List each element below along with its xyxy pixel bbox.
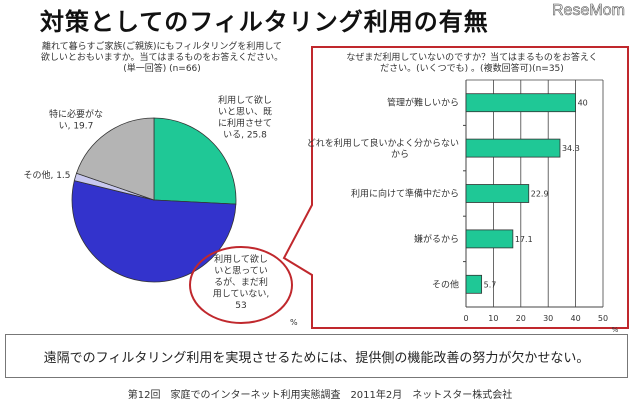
callout-box [282, 46, 629, 329]
pie-chart-title: 離れて暮らすご家族(ご親族)にもフィルタリングを利用して欲しいとおもいますか。当… [41, 40, 283, 74]
pie-unit-label: % [290, 318, 298, 327]
x-tick-label: 20 [516, 314, 526, 323]
pie-label-0: いる, 25.8 [223, 130, 267, 141]
highlight-ellipse [189, 246, 293, 324]
pie-label-1: 利用して欲し [214, 253, 268, 265]
bar-2 [465, 184, 530, 203]
category-label: 管理が難しいから [387, 97, 459, 109]
pie-title-line: 離れて暮らすご家族(ご親族)にもフィルタリングを利用して [42, 40, 282, 52]
pie-label-1: いと思ってい [214, 266, 268, 277]
x-tick-label: 10 [488, 314, 498, 323]
pie-label-3: い, 19.7 [59, 122, 94, 132]
category-label: から [391, 149, 409, 160]
bar-value-label: 5.7 [484, 280, 497, 289]
conclusion-text: 遠隔でのフィルタリング利用を実現させるためには、提供側の機能改善の努力が欠かせな… [43, 350, 590, 366]
resemom-logo: ReseMom [552, 2, 626, 20]
bar-value-label: 40 [578, 99, 588, 108]
bar-chart-title: なぜまだ利用していないのですか？当てはまるものをお答えください。(いくつでも) … [346, 51, 597, 74]
category-label: 利用に向けて準備中だから [351, 188, 459, 200]
bar-value-label: 22.9 [531, 190, 549, 199]
pie-label-1: 53 [235, 301, 246, 311]
pie-label-1: るが、まだ利 [214, 276, 268, 288]
page-title: 対策としてのフィルタリング利用の有無 [40, 8, 489, 36]
pie-label-0: に利用させて [218, 117, 272, 129]
x-tick-label: 50 [598, 314, 608, 323]
category-label: どれを利用して良いかよく分からない [307, 137, 459, 149]
x-tick-label: 0 [463, 314, 468, 323]
pie-slice-3 [75, 117, 155, 201]
pie-title-line: 欲しいとおもいますか。当てはまるものをお答えください。 [41, 51, 283, 63]
bar-value-label: 34.3 [562, 144, 580, 153]
category-label: 嫌がるから [414, 233, 459, 245]
bar-title-line: ださい。(いくつでも) 。(複数回答可)(n=35) [380, 62, 564, 74]
pie-label-0: 利用して欲し [218, 94, 272, 106]
bar-title-line: なぜまだ利用していないのですか？当てはまるものをお答えく [346, 51, 597, 63]
pie-slice-1 [71, 180, 237, 283]
bar-0 [465, 93, 576, 113]
pie-slice-0 [153, 117, 237, 205]
bar-4 [465, 274, 483, 294]
x-tick-label: 40 [571, 314, 581, 323]
bar-chart: 0 10 20 30 40 50 40 管理が難しいから 34.3 どれを利用して良いかよく分から… [307, 79, 619, 334]
pie-label-1: 用していない, [213, 289, 270, 300]
category-label: その他 [432, 278, 459, 290]
bar-1 [465, 138, 561, 158]
x-tick-label: 30 [543, 314, 553, 323]
conclusion-box: 遠隔でのフィルタリング利用を実現させるためには、提供側の機能改善の努力が欠かせな… [5, 334, 628, 378]
pie-chart [71, 117, 237, 283]
pie-label-3: 特に必要がな [49, 108, 103, 120]
pie-title-line: (単一回答) (n=66) [123, 62, 201, 74]
bar-3 [465, 229, 514, 249]
bar-unit-label: % [612, 326, 619, 334]
source-caption: 第12回 家庭でのインターネット利用実態調査 2011年2月 ネットスター株式会… [127, 390, 513, 401]
pie-label-2: その他, 1.5 [23, 169, 70, 181]
bar-value-label: 17.1 [515, 235, 533, 244]
pie-label-0: いと思い、既 [218, 107, 272, 118]
